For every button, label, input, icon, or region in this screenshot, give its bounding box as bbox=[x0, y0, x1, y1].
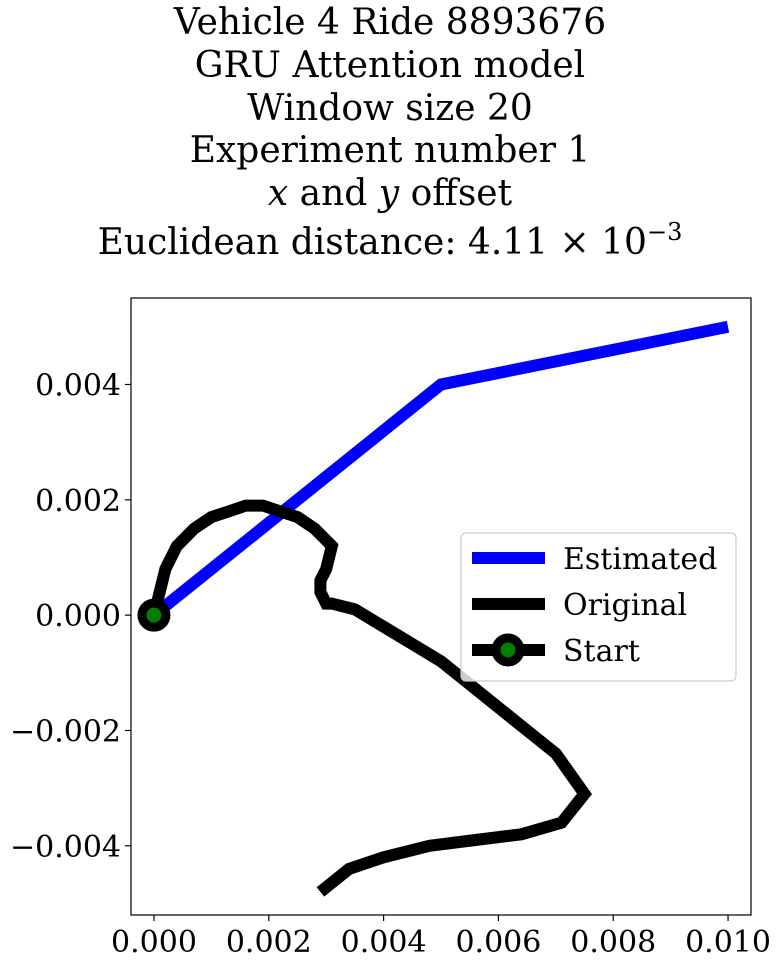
x-tick-label: 0.002 bbox=[226, 925, 312, 960]
y-tick-label: 0.000 bbox=[35, 599, 121, 634]
title-and-text: and bbox=[288, 173, 379, 214]
x-tick-label: 0.006 bbox=[455, 925, 541, 960]
series-layer bbox=[137, 320, 730, 897]
title-x-symbol: x bbox=[267, 173, 289, 214]
start-marker bbox=[137, 598, 171, 632]
title-distance-text: Euclidean distance: 4.11 × 10 bbox=[97, 222, 647, 263]
legend-original-label: Original bbox=[563, 588, 687, 623]
legend-estimated-label: Estimated bbox=[563, 542, 717, 577]
y-tick-label: −0.002 bbox=[10, 714, 121, 749]
y-tick-label: −0.004 bbox=[10, 830, 121, 865]
x-tick-label: 0.010 bbox=[685, 925, 771, 960]
ticks-layer: 0.000 0.002 0.004 0.006 0.008 0.010 −0.004 −0.0… bbox=[10, 368, 771, 960]
title-line-6: Euclidean distance: 4.11 × 10−3 bbox=[0, 220, 780, 261]
x-tick-label: 0.000 bbox=[111, 925, 197, 960]
title-line-5: x and y offset bbox=[0, 176, 780, 212]
title-line-2: GRU Attention model bbox=[194, 45, 586, 86]
title-y-symbol: y bbox=[378, 173, 400, 214]
series-line-original bbox=[148, 499, 593, 897]
y-tick-label: 0.002 bbox=[35, 484, 121, 519]
title-offset-text: offset bbox=[399, 173, 513, 214]
axes-frame bbox=[130, 297, 752, 916]
x-tick-label: 0.004 bbox=[341, 925, 427, 960]
y-tick-label: 0.004 bbox=[35, 368, 121, 403]
legend-start-marker bbox=[491, 633, 525, 667]
title-line-3: Window size 20 bbox=[247, 88, 533, 129]
legend-start-label: Start bbox=[563, 634, 640, 669]
title-line-4: Experiment number 1 bbox=[189, 130, 591, 171]
title-line-1: Vehicle 4 Ride 8893676 bbox=[173, 2, 607, 43]
title-distance-exponent: −3 bbox=[646, 218, 683, 246]
legend: Estimated Original Start bbox=[460, 532, 737, 682]
x-tick-label: 0.008 bbox=[570, 925, 656, 960]
series-line-estimated bbox=[150, 320, 730, 620]
